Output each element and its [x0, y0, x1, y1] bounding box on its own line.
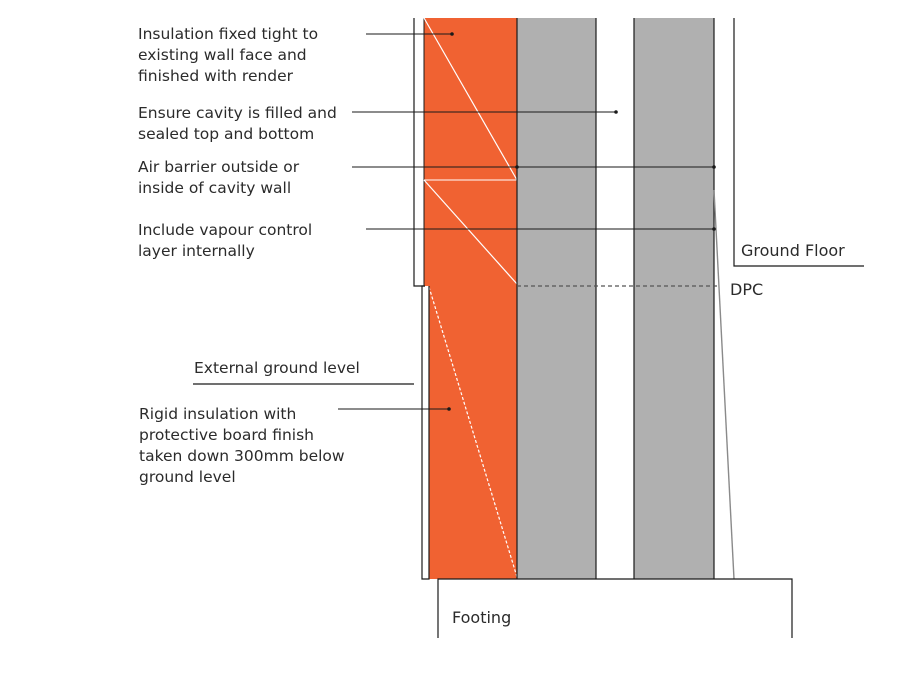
- leader-dot-air-barrier-2: [712, 165, 716, 169]
- insulation-hatch-2: [423, 179, 518, 285]
- insulation-hatch-1: [423, 17, 518, 181]
- annotation-vapour-control: Include vapour control layer internally: [138, 221, 317, 260]
- outer-masonry-leaf: [517, 18, 596, 579]
- leader-dot-vapour-control: [712, 227, 716, 231]
- protective-board-outline: [421, 285, 430, 580]
- render-outline: [413, 18, 425, 287]
- annotation-rigid-insulation: Rigid insulation with protective board f…: [139, 405, 350, 486]
- label-dpc: DPC: [730, 280, 763, 299]
- leader-dot-insulation-render: [450, 32, 454, 36]
- leader-dot-rigid-insulation: [447, 407, 451, 411]
- lower-insulation-hatch: [428, 286, 518, 578]
- annotation-air-barrier: Air barrier outside or inside of cavity …: [138, 158, 304, 197]
- internal-finish-line: [713, 189, 735, 580]
- inner-masonry-leaf: [634, 18, 714, 579]
- upper-insulation: [424, 18, 517, 286]
- annotation-insulation-render: Insulation fixed tight to existing wall …: [138, 25, 323, 85]
- leader-dot-cavity-fill: [614, 110, 618, 114]
- leader-dot-air-barrier-1: [515, 165, 519, 169]
- annotation-cavity-fill: Ensure cavity is filled and sealed top a…: [138, 104, 342, 143]
- label-ground-floor: Ground Floor: [741, 241, 845, 260]
- ground-floor-outline: [733, 18, 864, 267]
- footing-outline: [437, 578, 793, 638]
- label-footing: Footing: [452, 608, 511, 627]
- annotation-external-ground: External ground level: [194, 359, 360, 377]
